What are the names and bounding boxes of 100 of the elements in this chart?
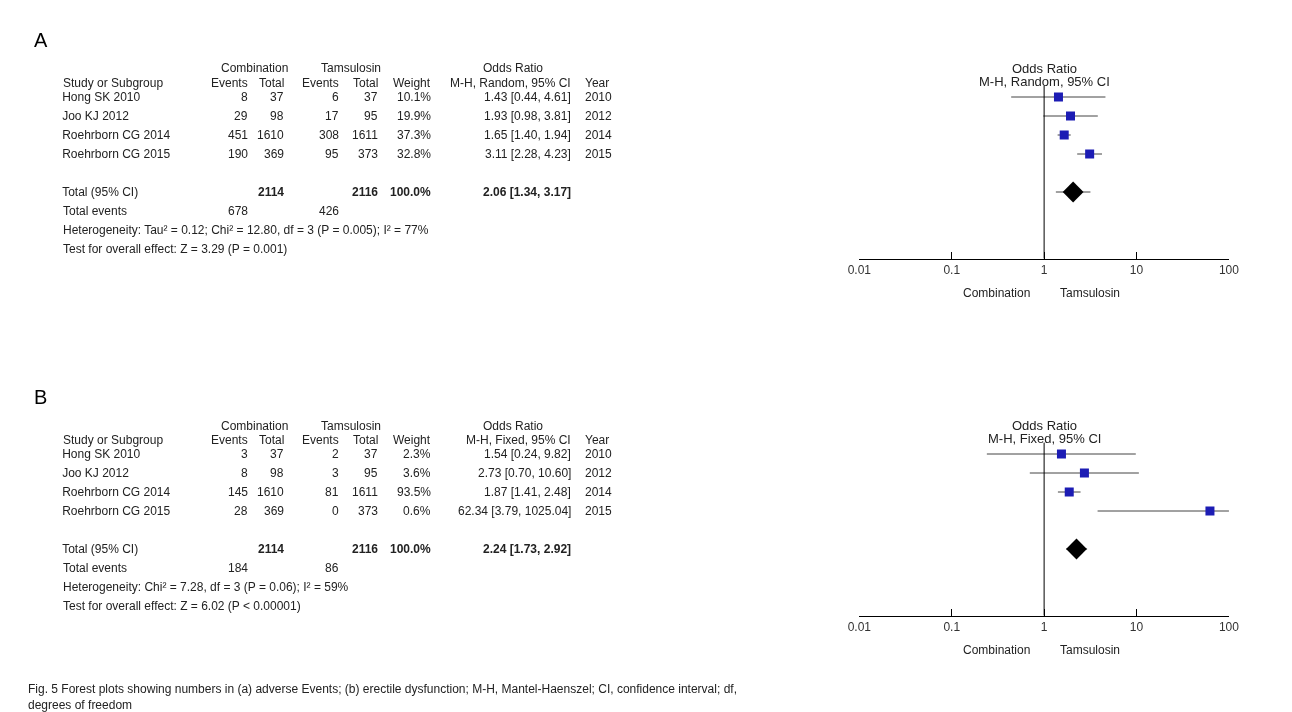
text: Test for overall effect: Z = 3.29 (P = 0.001) — [63, 242, 288, 256]
text: A — [34, 29, 48, 51]
category-label: Total (95% CI) — [62, 185, 139, 200]
text: 2010 — [585, 447, 613, 461]
text: 95 — [364, 466, 378, 480]
category-label: Roehrborn CG 2014 — [62, 128, 171, 143]
text: Combination — [221, 61, 289, 75]
text: Events — [302, 433, 339, 447]
text: Total events — [63, 204, 128, 218]
text: Total — [353, 433, 379, 447]
text: Total events — [63, 561, 128, 575]
text: 2015 — [585, 504, 613, 518]
text: 2010 — [585, 90, 613, 104]
x-tick-label: 10 — [1129, 262, 1144, 277]
text: 17 — [325, 109, 339, 123]
text: 98 — [270, 109, 284, 123]
text: 37 — [364, 90, 378, 104]
x-tick-label: 0.1 — [943, 619, 961, 634]
text: 451 — [228, 128, 249, 142]
category-label: Hong SK 2010 — [62, 447, 141, 462]
text: Odds Ratio — [483, 419, 544, 433]
text: Heterogeneity: Chi² = 7.28, df = 3 (P = 0.06); I² = 59% — [63, 580, 349, 594]
text: M-H, Random, 95% CI — [450, 76, 571, 90]
text: 369 — [264, 147, 285, 161]
text: 2015 — [585, 147, 613, 161]
category-label: Total (95% CI) — [62, 542, 139, 557]
text: Odds Ratio — [483, 61, 544, 75]
text: 2.73 [0.70, 10.60] — [478, 466, 572, 480]
text: Weight — [393, 76, 431, 90]
text: B — [34, 386, 48, 408]
text: 2.06 [1.34, 3.17] — [483, 185, 572, 199]
text: 2116 — [352, 185, 379, 199]
text: 2014 — [585, 485, 613, 499]
text: 8 — [241, 466, 248, 480]
text: 29 — [234, 109, 248, 123]
text: 93.5% — [397, 485, 432, 499]
text: 0.6% — [403, 504, 431, 518]
text: 3 — [332, 466, 339, 480]
x-tick-label: 1 — [1040, 619, 1048, 634]
text: 190 — [228, 147, 249, 161]
text: 1611 — [352, 128, 379, 142]
text: 1610 — [257, 485, 285, 499]
text: Tamsulosin — [1060, 643, 1121, 657]
x-tick-label: 0.1 — [943, 262, 961, 277]
x-tick-label: 10 — [1129, 619, 1144, 634]
text: 0 — [332, 504, 339, 518]
text: 678 — [228, 204, 249, 218]
text: Year — [585, 76, 610, 90]
text: 28 — [234, 504, 248, 518]
text: 19.9% — [397, 109, 432, 123]
text: Study or Subgroup — [63, 76, 164, 90]
text: 98 — [270, 466, 284, 480]
text: 100.0% — [390, 185, 432, 199]
text: Events — [211, 433, 248, 447]
text: Tamsulosin — [321, 61, 382, 75]
text: Test for overall effect: Z = 6.02 (P < 0.00001) — [63, 599, 301, 613]
x-tick-label: 0.01 — [847, 619, 872, 634]
text: Total — [353, 76, 379, 90]
text: 95 — [364, 109, 378, 123]
text: 32.8% — [397, 147, 432, 161]
text: 95 — [325, 147, 339, 161]
text: 3 — [241, 447, 248, 461]
text: 1.87 [1.41, 2.48] — [484, 485, 571, 499]
category-label: Roehrborn CG 2015 — [62, 504, 171, 519]
text: 1611 — [352, 485, 379, 499]
text: 2012 — [585, 466, 613, 480]
text: Events — [211, 76, 248, 90]
x-tick-label: 100 — [1218, 619, 1240, 634]
text: 2.3% — [403, 447, 431, 461]
text: 2114 — [258, 542, 285, 556]
text: 37 — [364, 447, 378, 461]
chart-title: Odds Ratio — [1012, 61, 1078, 76]
chart-title: Odds Ratio — [1012, 418, 1078, 433]
text: 1610 — [257, 128, 285, 142]
text: 1.93 [0.98, 3.81] — [484, 109, 571, 123]
text: Year — [585, 433, 610, 447]
text: Tamsulosin — [321, 419, 382, 433]
text: 100.0% — [390, 542, 432, 556]
text: 62.34 [3.79, 1025.04] — [458, 504, 572, 518]
text: 2 — [332, 447, 339, 461]
text: 81 — [325, 485, 339, 499]
text: 308 — [319, 128, 340, 142]
text: 373 — [358, 147, 379, 161]
text: Study or Subgroup — [63, 433, 164, 447]
text: Weight — [393, 433, 431, 447]
chart-subtitle: M-H, Fixed, 95% CI — [988, 431, 1102, 446]
text: 8 — [241, 90, 248, 104]
text: Combination — [221, 419, 289, 433]
text: 37.3% — [397, 128, 432, 142]
x-tick-label: 100 — [1218, 262, 1240, 277]
text: 2012 — [585, 109, 613, 123]
text: 373 — [358, 504, 379, 518]
category-label: Roehrborn CG 2014 — [62, 485, 171, 500]
text: 369 — [264, 504, 285, 518]
text: 2114 — [258, 185, 285, 199]
category-label: Joo KJ 2012 — [62, 466, 129, 481]
category-label: Hong SK 2010 — [62, 90, 141, 105]
chart-subtitle: M-H, Random, 95% CI — [979, 74, 1110, 89]
text: 145 — [228, 485, 249, 499]
text: 2014 — [585, 128, 613, 142]
